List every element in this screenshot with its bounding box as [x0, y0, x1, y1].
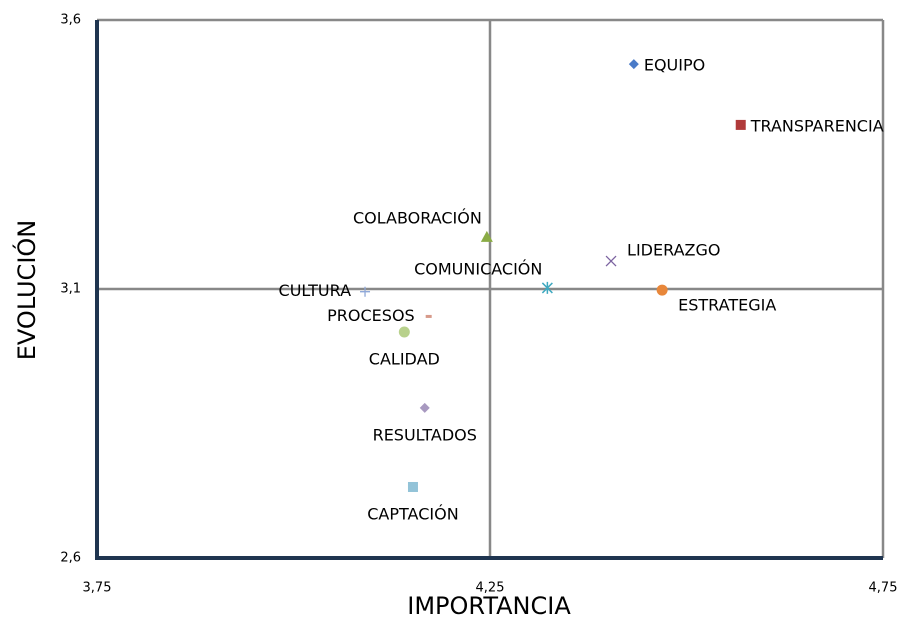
y-tick-label: 3,1	[60, 282, 81, 297]
scatter-point	[398, 326, 410, 338]
point-label: TRANSPARENCIA	[750, 116, 884, 135]
scatter-point	[628, 59, 639, 70]
y-tick-label: 2,6	[60, 551, 81, 566]
point-label: ESTRATEGIA	[678, 296, 776, 315]
point-label: COMUNICACIÓN	[414, 259, 542, 278]
scatter-point	[480, 230, 493, 242]
x-axis-title: IMPORTANCIA	[407, 592, 571, 619]
scatter-point	[419, 402, 430, 413]
point-label: CULTURA	[279, 281, 352, 300]
point-label: PROCESOS	[327, 306, 415, 325]
point-label: COLABORACIÓN	[353, 208, 482, 227]
point-label: RESULTADOS	[373, 425, 477, 444]
scatter-point	[407, 481, 418, 492]
point-label: CAPTACIÓN	[367, 504, 458, 523]
point-label: LIDERAZGO	[627, 241, 720, 260]
x-tick-label: 4,25	[476, 581, 505, 596]
scatter-point	[425, 314, 432, 318]
y-tick-label: 3,6	[60, 13, 81, 28]
scatter-point	[605, 255, 617, 267]
point-label: CALIDAD	[369, 350, 440, 369]
x-tick-label: 4,75	[869, 581, 898, 596]
scatter-point	[360, 286, 371, 297]
x-tick-label: 3,75	[83, 581, 112, 596]
y-axis-title: EVOLUCIÓN	[11, 220, 41, 360]
scatter-point	[735, 119, 746, 130]
scatter-point	[541, 281, 553, 294]
point-label: EQUIPO	[644, 56, 705, 75]
scatter-point	[656, 284, 668, 296]
